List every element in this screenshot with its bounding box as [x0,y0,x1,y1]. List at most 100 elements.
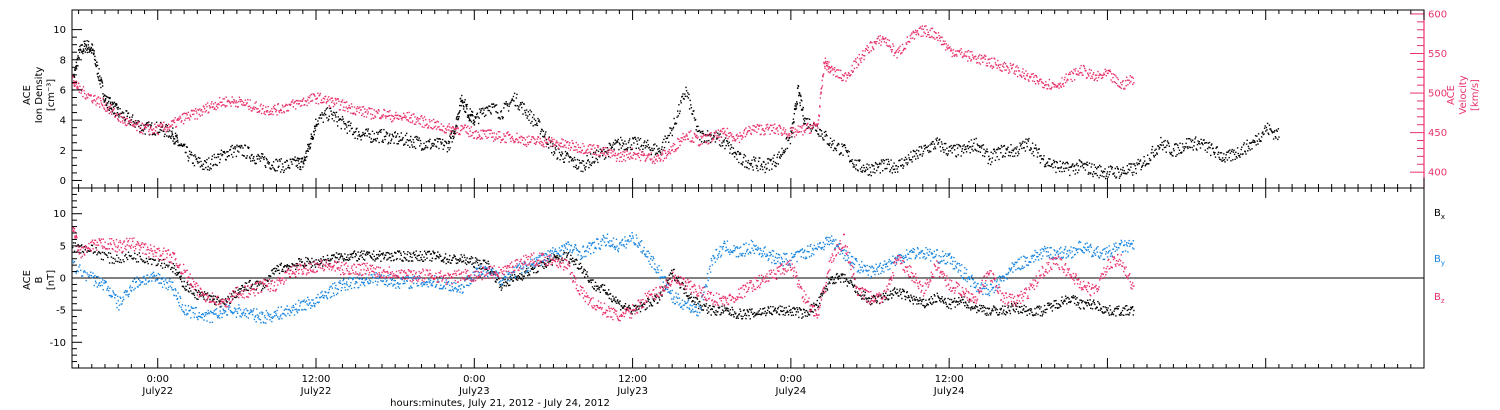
velocity-point [494,139,497,141]
velocity-point [588,151,590,154]
velocity-point [188,117,190,119]
velocity-point [833,69,835,71]
density-point [663,146,666,149]
bx-point [193,294,196,296]
velocity-point [224,105,226,107]
density-point [84,48,87,50]
velocity-point [509,133,511,136]
velocity-point [983,54,986,56]
density-point [283,171,285,174]
bx-point [195,289,197,292]
velocity-point [151,129,154,131]
density-point [160,129,163,132]
velocity-point [789,134,791,137]
density-point [590,153,592,155]
velocity-point [121,116,123,118]
velocity-point [345,106,347,108]
bx-point [614,299,616,301]
bx-point [606,291,608,294]
density-point [746,167,748,169]
velocity-point [302,97,305,99]
density-point [415,135,417,138]
density-point [118,116,120,118]
velocity-point [265,110,268,112]
density-point [653,144,655,146]
bx-point [543,263,546,265]
density-point [386,132,389,134]
velocity-point [869,42,871,44]
velocity-point [758,125,760,127]
density-point [975,137,977,140]
density-point [794,105,796,107]
bx-point [421,254,423,256]
density-point [314,125,316,128]
velocity-point [1069,71,1071,74]
bx-point [193,292,195,294]
density-point [1183,150,1185,152]
velocity-point [1074,70,1076,72]
velocity-point [377,109,380,111]
velocity-point [856,56,859,59]
velocity-point [358,111,360,114]
velocity-point [819,106,821,108]
velocity-point [1001,70,1003,72]
bx-point [269,275,272,277]
velocity-point [649,158,651,160]
velocity-point [743,130,745,132]
density-point [1002,155,1004,157]
density-point [111,101,114,104]
bx-point [123,261,125,263]
bx-point [111,262,113,264]
velocity-point [411,121,413,124]
density-point [739,152,741,154]
density-point [435,146,438,148]
density-point [428,141,431,143]
velocity-point [116,114,118,117]
velocity-point [545,145,547,148]
density-point [904,156,907,159]
velocity-point [543,146,545,148]
density-point [557,157,559,159]
velocity-point [584,152,586,154]
velocity-point [382,116,384,118]
velocity-point [279,109,281,112]
density-point [370,141,372,143]
density-point [1121,172,1123,174]
density-point [452,130,454,132]
velocity-point [822,76,824,78]
velocity-point [609,156,612,159]
velocity-point [691,137,694,139]
bx-point [641,305,643,307]
velocity-point [912,30,914,33]
bx-point [283,266,285,268]
density-point [1065,161,1067,164]
velocity-point [807,122,809,125]
density-point [188,150,191,152]
velocity-point [884,38,886,40]
density-point [1219,158,1221,160]
velocity-point [534,138,536,141]
density-point [312,138,314,140]
velocity-point [476,138,478,140]
density-point [744,155,747,157]
velocity-point [1114,81,1116,84]
velocity-point [947,44,949,47]
density-point [619,144,621,146]
velocity-point [1032,73,1034,75]
density-point [392,135,394,137]
bx-point [475,260,477,262]
bx-point [197,289,200,292]
velocity-point [268,111,271,113]
density-point [411,144,413,146]
density-point [304,157,306,159]
density-point [909,159,911,161]
density-point [893,162,895,164]
velocity-point [114,116,116,118]
density-point [599,156,601,158]
density-point [1241,146,1243,148]
density-point [728,141,730,144]
velocity-point [933,37,935,39]
velocity-point [795,134,798,136]
velocity-point [852,71,854,73]
velocity-point [828,66,830,68]
